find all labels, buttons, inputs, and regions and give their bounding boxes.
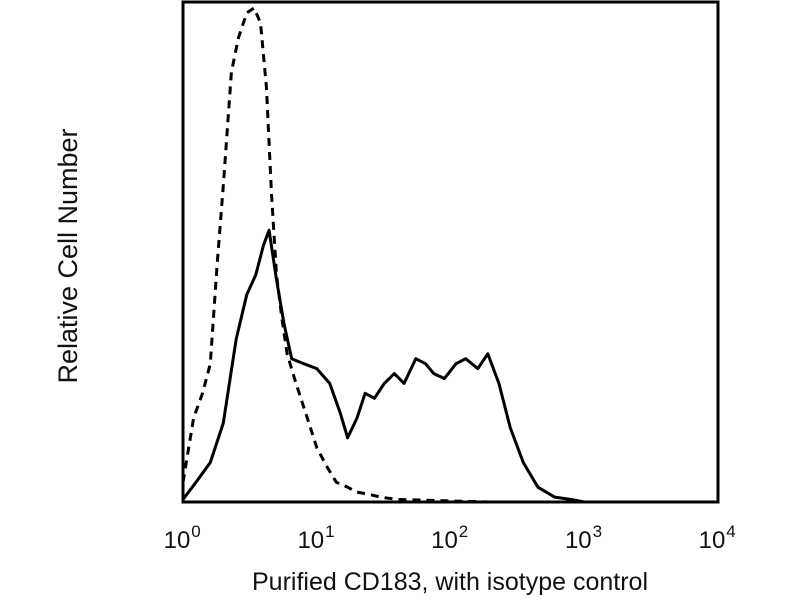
x-tick-label: 10 1	[297, 522, 334, 554]
x-tick-exponent: 4	[726, 522, 735, 541]
y-axis-label: Relative Cell Number	[53, 128, 83, 383]
x-tick-base: 10	[699, 527, 726, 554]
x-tick-base: 10	[431, 527, 458, 554]
series-line-solid	[181, 228, 585, 504]
x-tick-label: 10 0	[164, 522, 201, 554]
series-line-dashed	[181, 6, 491, 504]
x-tick-base: 10	[297, 527, 324, 554]
x-tick-base: 10	[164, 527, 191, 554]
plot-frame	[181, 0, 720, 504]
x-axis-label: Purified CD183, with isotype control	[252, 568, 648, 596]
x-tick-exponent: 3	[593, 522, 602, 541]
x-tick-exponent: 1	[325, 522, 334, 541]
x-tick-exponent: 2	[459, 522, 468, 541]
x-tick-label: 10 2	[431, 522, 468, 554]
series-layer	[181, 6, 585, 504]
x-tick-base: 10	[565, 527, 592, 554]
x-tick-label: 10 4	[699, 522, 736, 554]
x-tick-labels: 10 0 10 1 10 2 10 3 10 4	[164, 522, 736, 554]
x-tick-exponent: 0	[191, 522, 200, 541]
x-tick-label: 10 3	[565, 522, 602, 554]
